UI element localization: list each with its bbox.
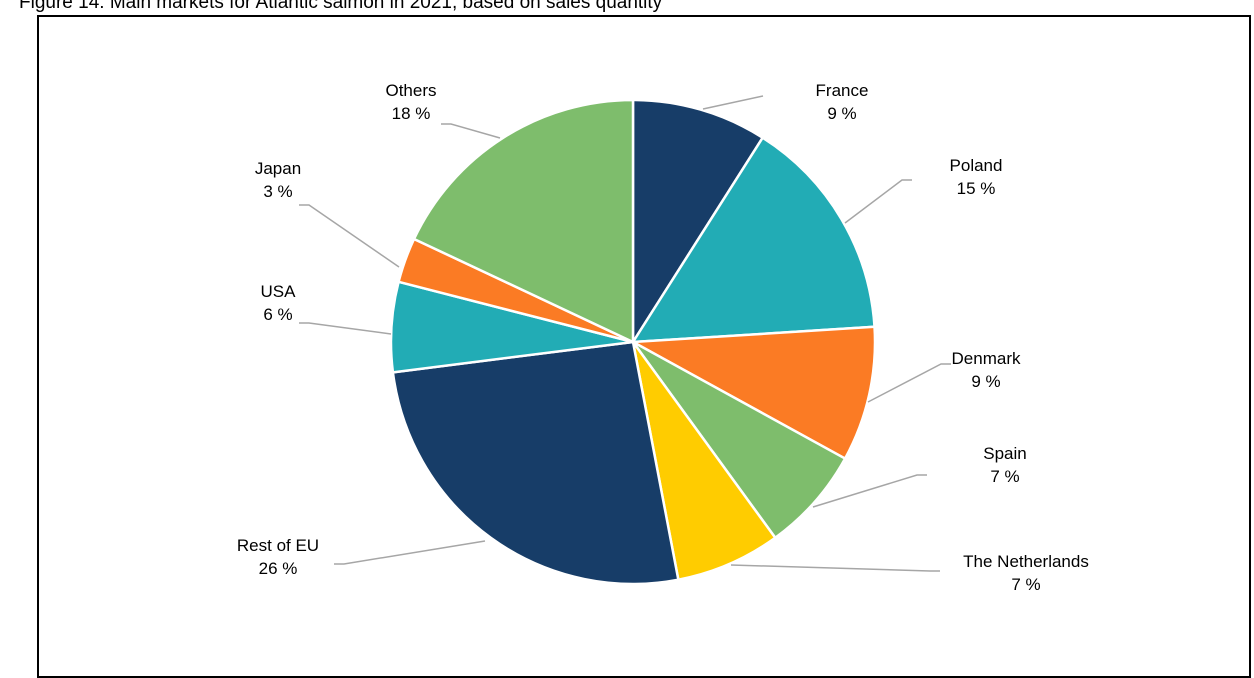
slice-label-france: France	[816, 81, 869, 100]
slice-value-france: 9 %	[827, 104, 856, 123]
figure-title: Figure 14: Main markets for Atlantic sal…	[19, 0, 663, 13]
slice-label-the-netherlands: The Netherlands	[963, 552, 1089, 571]
leader-line-spain	[812, 474, 927, 508]
labels-layer: France 9 % Poland 15 % Denmark 9 % Spain 7 % The…	[237, 81, 1089, 594]
pie-slice-the-netherlands	[631, 340, 777, 581]
slice-value-others: 18 %	[392, 104, 431, 123]
pie-slice-france	[631, 98, 764, 344]
pie-slice-denmark	[631, 325, 877, 460]
leader-line-france	[702, 95, 764, 110]
leader-lines-layer	[299, 95, 951, 572]
slices-layer	[389, 98, 877, 586]
slice-label-others: Others	[385, 81, 436, 100]
slice-value-the-netherlands: 7 %	[1011, 575, 1040, 594]
slice-label-denmark: Denmark	[952, 349, 1021, 368]
slice-label-spain: Spain	[983, 444, 1026, 463]
leader-line-denmark	[867, 363, 951, 403]
slice-value-rest-of-eu: 26 %	[259, 559, 298, 578]
pie-slice-spain	[631, 340, 847, 540]
slice-value-poland: 15 %	[957, 179, 996, 198]
leader-line-the-netherlands	[730, 564, 940, 572]
pie-slice-poland	[631, 136, 876, 344]
slice-label-poland: Poland	[950, 156, 1003, 175]
leader-line-rest-of-eu	[334, 540, 486, 565]
leader-line-others	[441, 123, 501, 139]
pie-slice-others	[412, 98, 635, 344]
slice-value-denmark: 9 %	[971, 372, 1000, 391]
leader-line-japan	[299, 204, 400, 268]
pie-slice-rest-of-eu	[391, 340, 680, 586]
leader-line-poland	[844, 179, 912, 224]
slice-value-spain: 7 %	[990, 467, 1019, 486]
slice-value-japan: 3 %	[263, 182, 292, 201]
slice-label-japan: Japan	[255, 159, 301, 178]
slice-label-usa: USA	[261, 282, 297, 301]
slice-value-usa: 6 %	[263, 305, 292, 324]
slice-label-rest-of-eu: Rest of EU	[237, 536, 319, 555]
leader-line-usa	[299, 322, 392, 335]
